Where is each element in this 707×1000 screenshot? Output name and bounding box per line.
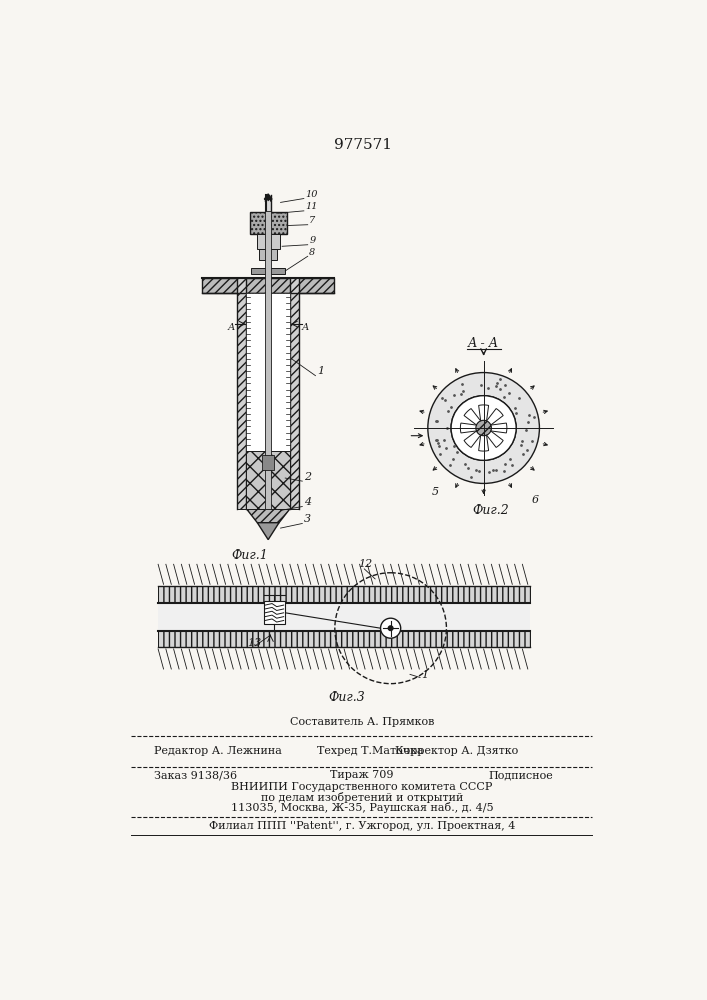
Polygon shape bbox=[486, 431, 503, 447]
Bar bbox=[262, 455, 274, 470]
Text: Редактор А. Лежнина: Редактор А. Лежнина bbox=[154, 746, 282, 756]
Bar bbox=[266, 195, 271, 212]
Text: 7: 7 bbox=[309, 216, 315, 225]
Text: 4: 4 bbox=[304, 497, 311, 507]
Text: 12: 12 bbox=[358, 559, 373, 569]
Polygon shape bbox=[491, 423, 507, 433]
Bar bbox=[158, 586, 530, 603]
Polygon shape bbox=[464, 431, 481, 447]
Text: Заказ 9138/36: Заказ 9138/36 bbox=[154, 770, 238, 780]
Bar bbox=[290, 278, 299, 509]
Text: Фиг.2: Фиг.2 bbox=[472, 504, 509, 517]
Bar bbox=[237, 278, 247, 509]
Text: Фиг.1: Фиг.1 bbox=[232, 549, 269, 562]
Text: Фиг.3: Фиг.3 bbox=[329, 691, 366, 704]
Circle shape bbox=[380, 618, 401, 638]
Text: ВНИИПИ Государственного комитета СССР: ВНИИПИ Государственного комитета СССР bbox=[231, 782, 493, 792]
Text: 113035, Москва, Ж-35, Раушская наб., д. 4/5: 113035, Москва, Ж-35, Раушская наб., д. … bbox=[230, 802, 493, 813]
Text: 8: 8 bbox=[309, 248, 315, 257]
Text: 10: 10 bbox=[305, 190, 318, 199]
Text: 1: 1 bbox=[317, 366, 324, 376]
Bar bbox=[247, 451, 290, 509]
Circle shape bbox=[451, 396, 516, 460]
Bar bbox=[247, 293, 290, 451]
Bar bbox=[257, 234, 280, 249]
Bar bbox=[259, 249, 277, 260]
Text: 3: 3 bbox=[304, 514, 311, 524]
Bar bbox=[264, 601, 285, 624]
Circle shape bbox=[388, 626, 393, 631]
Wedge shape bbox=[428, 373, 539, 483]
Polygon shape bbox=[486, 409, 503, 425]
Text: 9: 9 bbox=[309, 236, 315, 245]
Polygon shape bbox=[247, 509, 290, 523]
Text: 5: 5 bbox=[432, 487, 439, 497]
Polygon shape bbox=[257, 523, 279, 540]
Text: 977571: 977571 bbox=[334, 138, 392, 152]
Bar bbox=[250, 212, 287, 234]
Text: 1: 1 bbox=[421, 670, 428, 680]
Bar bbox=[158, 563, 530, 586]
Text: 13: 13 bbox=[247, 638, 262, 648]
Text: 2: 2 bbox=[304, 472, 311, 482]
Polygon shape bbox=[264, 194, 272, 199]
Text: А - А: А - А bbox=[468, 337, 499, 350]
Text: Корректор А. Дзятко: Корректор А. Дзятко bbox=[395, 746, 518, 756]
Text: Тираж 709: Тираж 709 bbox=[330, 770, 394, 780]
Text: Составитель А. Прямков: Составитель А. Прямков bbox=[290, 717, 434, 727]
Text: 11: 11 bbox=[305, 202, 318, 211]
Polygon shape bbox=[464, 409, 481, 425]
Bar bbox=[265, 211, 271, 509]
Text: 6: 6 bbox=[532, 495, 539, 505]
Text: Техред Т.Маточка: Техред Т.Маточка bbox=[317, 746, 423, 756]
Text: Филиал ППП ''Patent'', г. Ужгород, ул. Проектная, 4: Филиал ППП ''Patent'', г. Ужгород, ул. П… bbox=[209, 821, 515, 831]
Polygon shape bbox=[479, 435, 489, 451]
Bar bbox=[251, 268, 285, 274]
Bar bbox=[158, 631, 530, 647]
Polygon shape bbox=[479, 405, 489, 421]
Text: Подписное: Подписное bbox=[489, 770, 554, 780]
Text: А: А bbox=[302, 323, 309, 332]
Bar bbox=[202, 278, 334, 293]
Text: по делам изобретений и открытий: по делам изобретений и открытий bbox=[261, 792, 463, 803]
Text: А: А bbox=[227, 323, 235, 332]
Bar bbox=[158, 603, 530, 631]
Circle shape bbox=[476, 420, 491, 436]
Polygon shape bbox=[460, 423, 477, 433]
